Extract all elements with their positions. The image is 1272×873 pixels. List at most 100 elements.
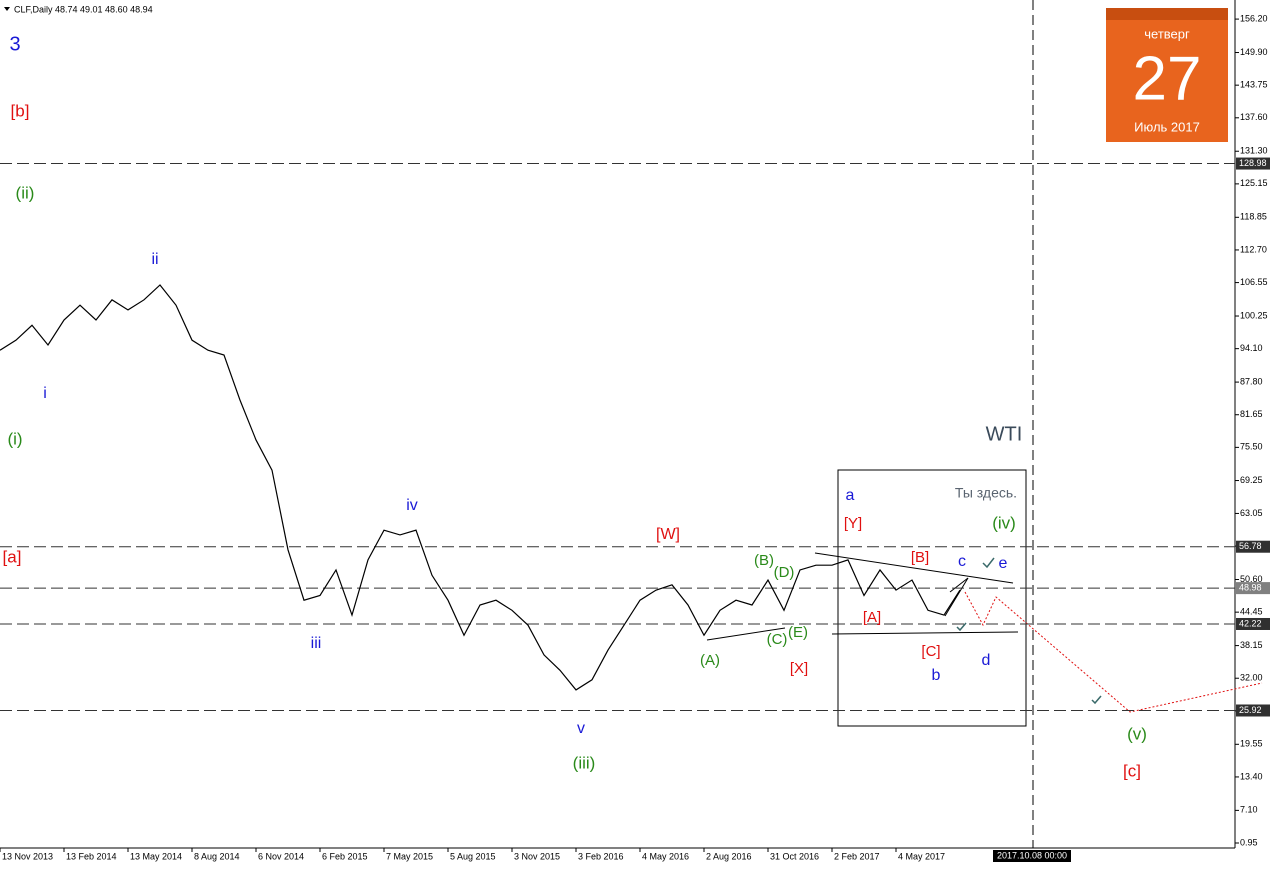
- wave-label: [X]: [790, 660, 808, 677]
- price-line: [0, 284, 961, 691]
- wave-label: d: [982, 652, 991, 669]
- header-arrow: [4, 7, 10, 11]
- y-tick-label: 32.00: [1240, 673, 1263, 683]
- wave-label: v: [577, 720, 585, 737]
- x-tick-label: 13 May 2014: [130, 851, 182, 861]
- x-tick-label: 4 May 2016: [642, 851, 689, 861]
- wave-label: c: [958, 553, 966, 570]
- projection: [964, 591, 1263, 713]
- y-tick-label: 149.90: [1240, 47, 1268, 57]
- checkmark: [982, 557, 995, 569]
- wave-label: Ты здесь.: [955, 485, 1017, 501]
- x-tick-label: 13 Nov 2013: [2, 851, 53, 861]
- wave-label: (C): [767, 631, 788, 648]
- level-label-box: [1236, 704, 1270, 717]
- x-tick-label: 13 Feb 2014: [66, 851, 117, 861]
- wave-label: (iii): [573, 753, 596, 772]
- level-label: 128.98: [1239, 158, 1267, 168]
- wave-label: (v): [1127, 724, 1147, 743]
- y-tick-label: 7.10: [1240, 805, 1258, 815]
- checkmark: [1091, 695, 1102, 705]
- cursor-label: 2017.10.08 00:00: [997, 850, 1067, 860]
- calendar: четверг 27 Июль 2017: [1106, 8, 1228, 142]
- y-tick-label: 137.60: [1240, 112, 1268, 122]
- y-tick-label: 50.60: [1240, 574, 1263, 584]
- y-tick-label: 81.65: [1240, 409, 1263, 419]
- x-tick-label: 3 Nov 2015: [514, 851, 560, 861]
- wave-label: (D): [774, 564, 795, 581]
- wave-label: a: [846, 487, 855, 504]
- x-tick-label: 5 Aug 2015: [450, 851, 496, 861]
- wave-label: (B): [754, 552, 774, 569]
- level-label: 42.22: [1239, 618, 1262, 628]
- wave-label: [Y]: [844, 515, 862, 532]
- calendar-rings: [1106, 8, 1228, 20]
- wave-label: iii: [311, 635, 322, 652]
- wave-label: [W]: [656, 526, 680, 543]
- y-tick-label: 63.05: [1240, 508, 1263, 518]
- y-tick-label: 100.25: [1240, 310, 1268, 320]
- level-label-box: [1236, 157, 1270, 170]
- x-tick-label: 7 May 2015: [386, 851, 433, 861]
- zoom-box: [837, 469, 1027, 727]
- checkmarks: [956, 557, 1102, 705]
- x-tick-label: 8 Aug 2014: [194, 851, 240, 861]
- y-tick-label: 0.95: [1240, 837, 1258, 847]
- wave-label: [c]: [1123, 761, 1141, 780]
- calendar-body: [1106, 8, 1228, 142]
- wave-label: [b]: [11, 101, 30, 120]
- y-tick-label: 75.50: [1240, 442, 1263, 452]
- y-tick-label: 69.25: [1240, 475, 1263, 485]
- wave-label: [A]: [863, 609, 881, 626]
- y-tick-label: 38.15: [1240, 640, 1263, 650]
- wave-label: (A): [700, 652, 720, 669]
- cursor-label-box: [993, 850, 1071, 862]
- wave-label: (i): [7, 429, 22, 448]
- y-tick-label: 19.55: [1240, 739, 1263, 749]
- trendline: [706, 627, 786, 641]
- y-tick-label: 112.70: [1240, 244, 1267, 254]
- x-tick-label: 6 Feb 2015: [322, 851, 368, 861]
- y-tick-label: 131.30: [1240, 146, 1268, 156]
- y-tick-label: 143.75: [1240, 80, 1268, 90]
- x-tick-label: 6 Nov 2014: [258, 851, 304, 861]
- trendline: [944, 577, 969, 617]
- y-tick-label: 87.80: [1240, 376, 1263, 386]
- y-tick-label: 156.20: [1240, 13, 1268, 23]
- trendline: [814, 552, 1014, 584]
- y-tick-label: 106.55: [1240, 277, 1268, 287]
- x-tick-label: 2 Feb 2017: [834, 851, 880, 861]
- level-label: 48.98: [1239, 582, 1262, 592]
- wave-label: WTI: [986, 423, 1023, 445]
- y-tick-label: 118.85: [1240, 212, 1267, 222]
- wave-label: ii: [151, 251, 158, 268]
- y-tick-label: 94.10: [1240, 343, 1263, 353]
- level-label-box: [1236, 540, 1270, 553]
- wave-label: b: [932, 667, 941, 684]
- checkmark: [956, 622, 967, 632]
- level-label: 25.92: [1239, 705, 1262, 715]
- chart-header: CLF,Daily 48.74 49.01 48.60 48.94: [14, 4, 153, 14]
- calendar-day: 27: [1133, 44, 1202, 113]
- calendar-month: Июль 2017: [1134, 119, 1200, 134]
- wave-label: (iv): [992, 513, 1016, 532]
- calendar-weekday: четверг: [1144, 26, 1190, 41]
- wave-label: (E): [788, 624, 808, 641]
- wave-label: e: [999, 555, 1008, 572]
- trendline: [949, 577, 969, 593]
- x-tick-label: 4 May 2017: [898, 851, 945, 861]
- y-tick-label: 13.40: [1240, 771, 1263, 781]
- x-tick-label: 31 Oct 2016: [770, 851, 819, 861]
- wave-label: [C]: [921, 643, 940, 660]
- x-tick-label: 3 Feb 2016: [578, 851, 624, 861]
- level-label-box: [1236, 582, 1270, 595]
- trendlines: [706, 552, 1019, 641]
- level-label: 56.78: [1239, 541, 1262, 551]
- wave-label: [a]: [3, 547, 22, 566]
- y-tick-label: 125.15: [1240, 178, 1268, 188]
- wave-label: i: [43, 385, 47, 402]
- wave-label: 3: [9, 33, 20, 55]
